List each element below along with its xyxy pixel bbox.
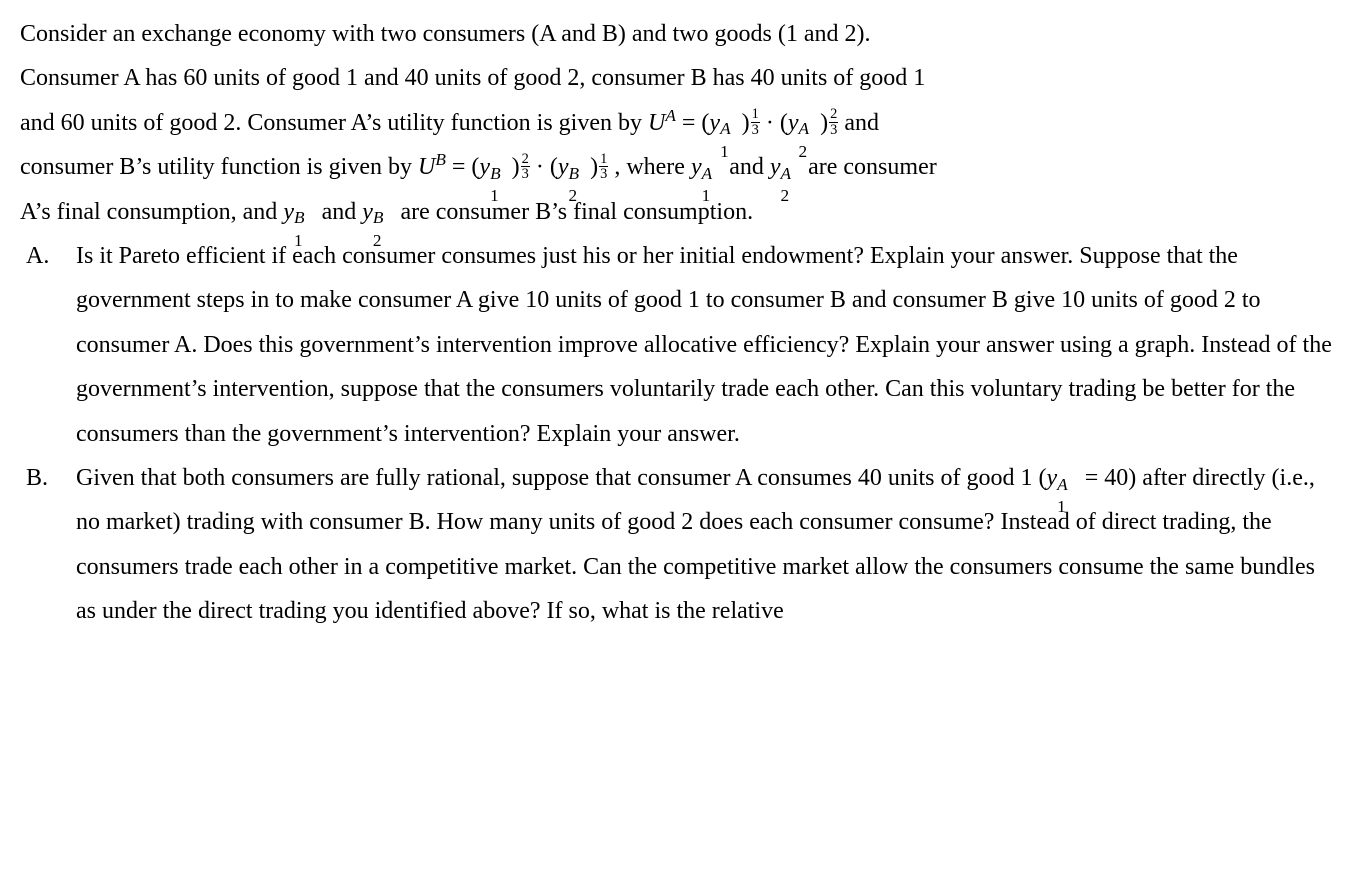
question-list: A. Is it Pareto efficient if each consum…: [20, 234, 1332, 634]
intro-line4-d: are consumer: [808, 154, 937, 180]
question-a-label: A.: [20, 234, 76, 278]
intro-line3-a: and 60 units of good 2. Consumer A’s uti…: [20, 110, 648, 136]
question-b-formula: yA1 = 40: [1047, 465, 1129, 491]
intro-line4-c: and: [729, 154, 770, 180]
intro-line4-b: , where: [614, 154, 691, 180]
intro-line2: Consumer A has 60 units of good 1 and 40…: [20, 65, 925, 91]
intro-line1: Consider an exchange economy with two co…: [20, 21, 871, 47]
var-y1a: yA1: [691, 154, 723, 180]
formula-ua: UA = (yA1)13 · (yA2)23: [648, 110, 844, 136]
question-a-body: Is it Pareto efficient if each consumer …: [76, 234, 1332, 456]
question-b-body: Given that both consumers are fully rati…: [76, 456, 1332, 634]
intro-paragraph: Consider an exchange economy with two co…: [20, 12, 1332, 234]
var-y1b: yB1: [283, 199, 315, 225]
question-b: B. Given that both consumers are fully r…: [20, 456, 1332, 634]
intro-line3-b: and: [844, 110, 879, 136]
intro-line5-b: and: [322, 199, 363, 225]
question-b-text-a: Given that both consumers are fully rati…: [76, 465, 1047, 491]
intro-line5-a: A’s final consumption, and: [20, 199, 283, 225]
var-y2b: yB2: [362, 199, 394, 225]
question-a: A. Is it Pareto efficient if each consum…: [20, 234, 1332, 456]
formula-ub: UB = (yB1)23 · (yB2)13: [418, 154, 614, 180]
var-y2a: yA2: [770, 154, 802, 180]
question-b-label: B.: [20, 456, 76, 500]
question-a-text: Is it Pareto efficient if each consumer …: [76, 243, 1332, 447]
intro-line4-a: consumer B’s utility function is given b…: [20, 154, 418, 180]
